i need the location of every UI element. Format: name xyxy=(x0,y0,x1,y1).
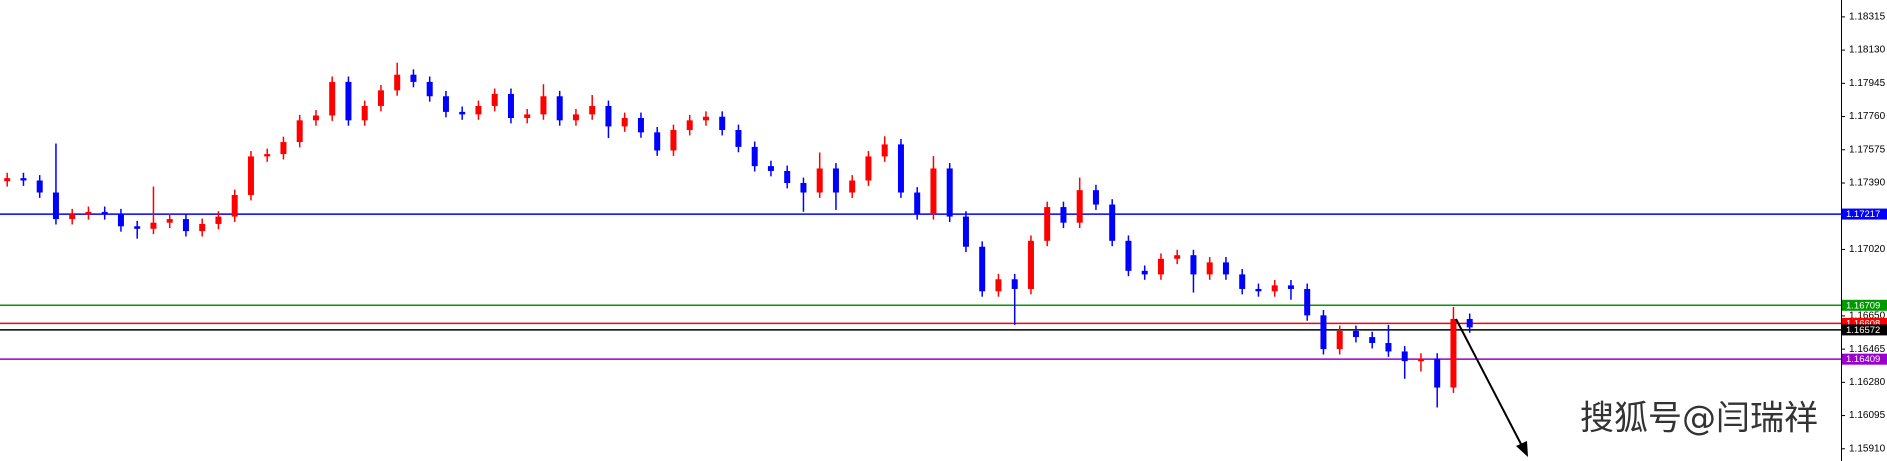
level-marker xyxy=(1842,299,1887,311)
y-tick-label: 1.18315 xyxy=(1849,12,1886,23)
watermark: 搜狐号@闫瑞祥 xyxy=(1580,399,1818,439)
y-tick-label: 1.17575 xyxy=(1849,144,1886,155)
level-label: 1.17217 xyxy=(1846,209,1880,220)
level-label: 1.16709 xyxy=(1846,300,1880,311)
level-marker xyxy=(1842,317,1887,329)
y-tick-label: 1.17390 xyxy=(1849,178,1886,189)
y-tick-label: 1.16465 xyxy=(1849,344,1886,355)
y-tick-label: 1.15910 xyxy=(1849,443,1886,454)
level-marker xyxy=(1842,353,1887,365)
y-tick-label: 1.17945 xyxy=(1849,78,1886,89)
arrow xyxy=(1455,318,1523,447)
level-label: 1.16572 xyxy=(1846,325,1880,336)
y-tick-label: 1.17020 xyxy=(1849,244,1886,255)
level-label: 1.16608 xyxy=(1846,318,1880,329)
y-tick-label: 1.16095 xyxy=(1849,410,1886,421)
arrow-head xyxy=(1516,441,1528,457)
level-marker xyxy=(1842,208,1887,220)
y-tick-label: 1.16650 xyxy=(1849,311,1886,322)
level-label: 1.16409 xyxy=(1846,354,1880,365)
y-tick-label: 1.17760 xyxy=(1849,111,1886,122)
y-tick-label: 1.16280 xyxy=(1849,377,1886,388)
level-marker xyxy=(1842,324,1887,336)
y-tick-label: 1.18130 xyxy=(1849,45,1886,56)
